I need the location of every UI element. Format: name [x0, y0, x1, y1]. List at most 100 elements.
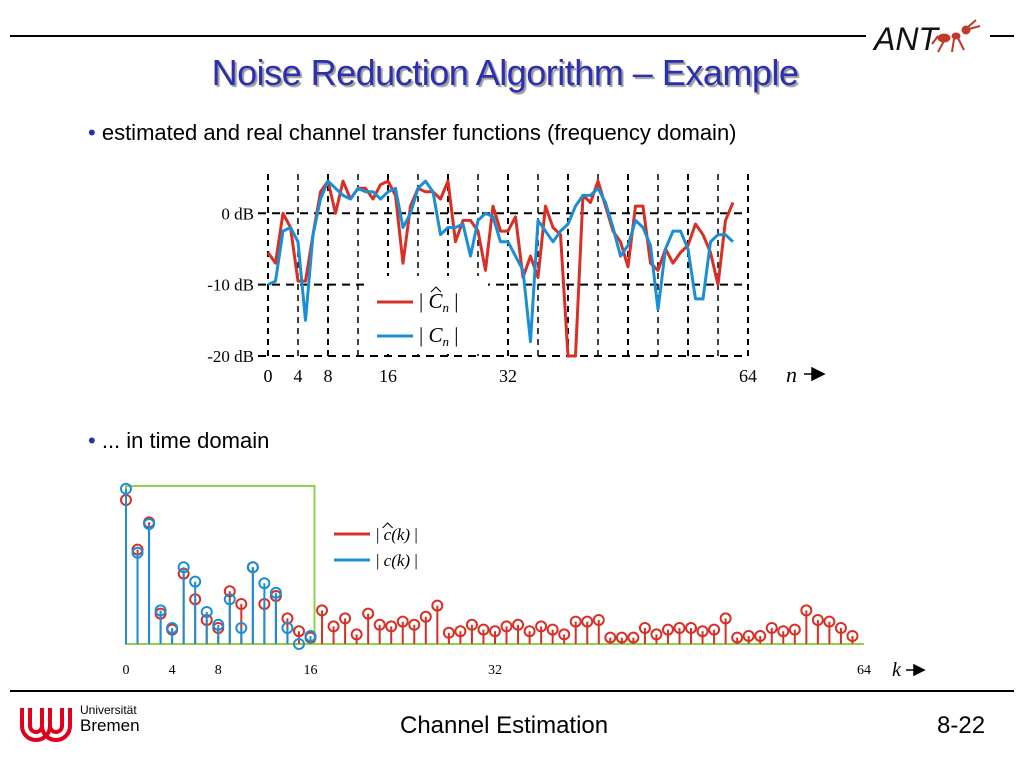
y-tick-label: -20 dB [207, 347, 254, 366]
legend-prefix: | [419, 323, 428, 347]
stem-marker [362, 607, 375, 620]
x-axis-arrow-icon [906, 663, 926, 677]
x-tick-label: 0 [123, 663, 130, 678]
stem-estimated [708, 623, 721, 644]
legend-background [370, 276, 488, 354]
stem-estimated [638, 622, 651, 644]
stem-marker [292, 638, 305, 650]
time-domain-chart: 0 4 8 16 32 64 k| c(k) || c(k) | [120, 482, 926, 681]
stem-estimated [558, 628, 571, 644]
stem-marker [304, 630, 317, 642]
x-tick-label: 16 [304, 663, 318, 678]
stem-marker [177, 561, 190, 574]
stem-estimated [327, 620, 340, 644]
stem-marker [131, 546, 144, 559]
frequency-domain-chart: 0 dB-10 dB-20 dB0 4 8 16 32 64 n| Cn || Cn | [207, 174, 826, 387]
top-rule [10, 35, 866, 37]
stem-marker [846, 630, 859, 642]
stem-real [166, 622, 179, 644]
legend-suffix: | [449, 289, 458, 313]
stem-marker [661, 623, 674, 636]
stem-estimated [350, 628, 363, 644]
stem-real [212, 618, 225, 644]
stem-estimated [419, 610, 432, 644]
stem-estimated [465, 618, 478, 644]
stem-marker [316, 604, 329, 617]
legend-subscript: n [442, 300, 449, 315]
stem-estimated [685, 622, 698, 644]
stem-marker [754, 630, 767, 642]
stem-real [177, 561, 190, 644]
legend-background [328, 520, 436, 574]
stem-marker [800, 604, 813, 617]
stem-marker [281, 622, 294, 634]
stem-real [200, 606, 213, 644]
legend-symbol: C [428, 323, 443, 347]
stem-marker [569, 615, 582, 628]
legend-label-real: | Cn | [419, 323, 458, 349]
stem-estimated [512, 618, 525, 644]
stem-estimated [696, 625, 709, 644]
stem-marker [500, 620, 513, 633]
stem-estimated [316, 604, 329, 644]
legend-label-estimated: | c(k) | [376, 525, 418, 544]
stem-real [223, 593, 236, 644]
y-tick-label: 0 dB [221, 204, 254, 223]
stem-estimated [604, 631, 617, 644]
footer-title: Channel Estimation [400, 712, 609, 739]
stem-real [154, 604, 167, 644]
stem-real [246, 561, 259, 644]
bullet-text: ... in time domain [101, 428, 270, 453]
stem-marker [408, 618, 421, 631]
stem-marker [120, 482, 132, 495]
stem-marker [246, 561, 259, 574]
stem-marker [431, 599, 444, 612]
stem-real [143, 518, 156, 644]
stem-marker [696, 625, 709, 638]
x-tick-label: 4 [294, 366, 303, 386]
x-tick-label: 16 [379, 366, 397, 386]
stem-marker [454, 625, 467, 638]
stem-estimated [581, 615, 594, 644]
x-axis-label: n [786, 362, 797, 387]
legend-prefix: | [376, 551, 384, 570]
legend-symbol: C [428, 289, 443, 313]
stem-marker [581, 615, 594, 628]
stem-marker [592, 614, 605, 626]
stem-marker [811, 614, 824, 626]
bullet-text: estimated and real channel transfer func… [101, 120, 737, 145]
university-logo-icon [20, 708, 72, 742]
stem-marker [685, 622, 698, 634]
stem-real [269, 586, 282, 644]
stem-estimated [754, 630, 767, 644]
stem-marker [327, 620, 340, 633]
stem-estimated [362, 607, 375, 644]
stem-estimated [615, 631, 628, 644]
stem-estimated [546, 623, 559, 644]
x-axis-label: k [892, 659, 902, 681]
stem-estimated [731, 631, 744, 644]
stem-marker [154, 604, 167, 617]
x-tick-label: 64 [739, 366, 757, 386]
stem-estimated [339, 612, 352, 644]
ant-insect-icon [931, 19, 981, 53]
legend-symbol: c [384, 551, 392, 570]
stem-marker [489, 625, 501, 638]
legend-suffix: | [410, 525, 418, 544]
stem-real [304, 630, 317, 644]
stem-estimated [489, 625, 501, 644]
x-tick-label: 4 [169, 663, 176, 678]
stem-real [258, 577, 271, 644]
bullet-time: • ... in time domain [88, 428, 269, 454]
stem-marker [166, 622, 179, 634]
x-axis-arrow-icon [804, 366, 826, 382]
stem-marker [373, 618, 386, 631]
stem-estimated [592, 614, 605, 644]
stem-marker [558, 628, 571, 641]
stem-marker [189, 575, 202, 588]
stem-estimated [661, 623, 674, 644]
stem-real [131, 546, 144, 644]
legend-subscript: n [442, 334, 449, 349]
legend-hat-icon [382, 522, 394, 529]
bullet-dot: • [88, 120, 96, 145]
